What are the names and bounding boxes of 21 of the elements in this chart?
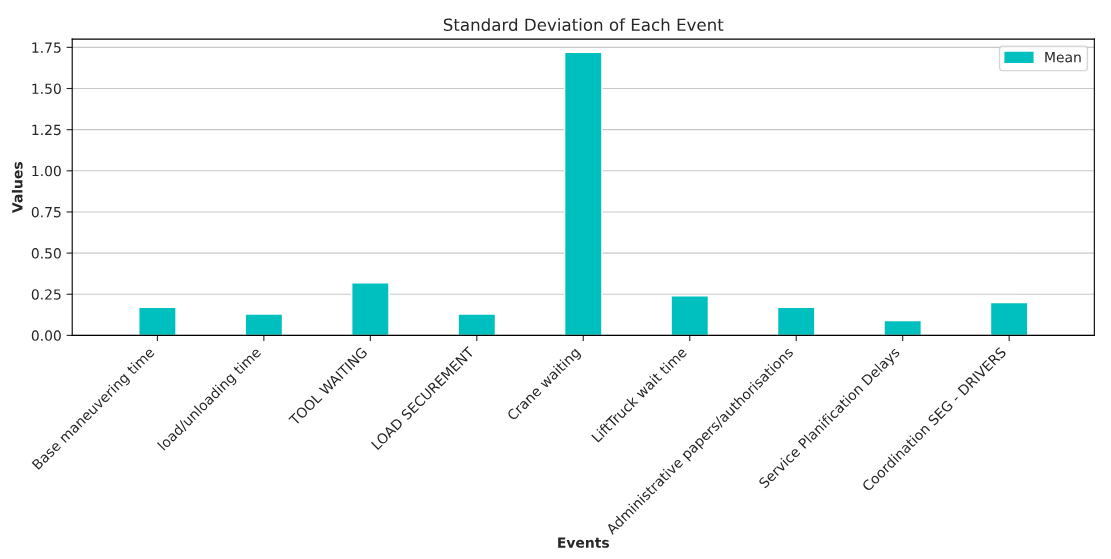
- bar: [989, 301, 1029, 336]
- y-tick-label: 0.50: [31, 248, 61, 259]
- legend-label: Mean: [1045, 52, 1081, 63]
- bar: [883, 319, 923, 336]
- bar: [776, 306, 816, 336]
- y-tick-label: 1.75: [32, 42, 61, 53]
- chart-title: Standard Deviation of Each Event: [443, 18, 724, 32]
- bar: [670, 295, 710, 336]
- y-tick-label: 0.75: [31, 206, 61, 218]
- y-axis-title: Values: [11, 162, 23, 214]
- bar: [138, 306, 177, 336]
- bar: [457, 313, 497, 336]
- x-axis-title: Events: [558, 537, 609, 548]
- bar: [351, 282, 390, 336]
- bar: [563, 51, 603, 336]
- y-tick-label: 1.50: [32, 83, 61, 94]
- y-tick-label: 1.25: [32, 124, 61, 136]
- y-tick-label: 0.00: [31, 330, 61, 341]
- bar: [244, 313, 284, 336]
- y-tick-label: 1.00: [32, 165, 61, 177]
- y-tick-label: 0.25: [31, 289, 61, 300]
